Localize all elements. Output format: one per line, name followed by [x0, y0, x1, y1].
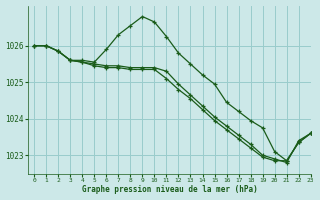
X-axis label: Graphe pression niveau de la mer (hPa): Graphe pression niveau de la mer (hPa) — [82, 185, 257, 194]
